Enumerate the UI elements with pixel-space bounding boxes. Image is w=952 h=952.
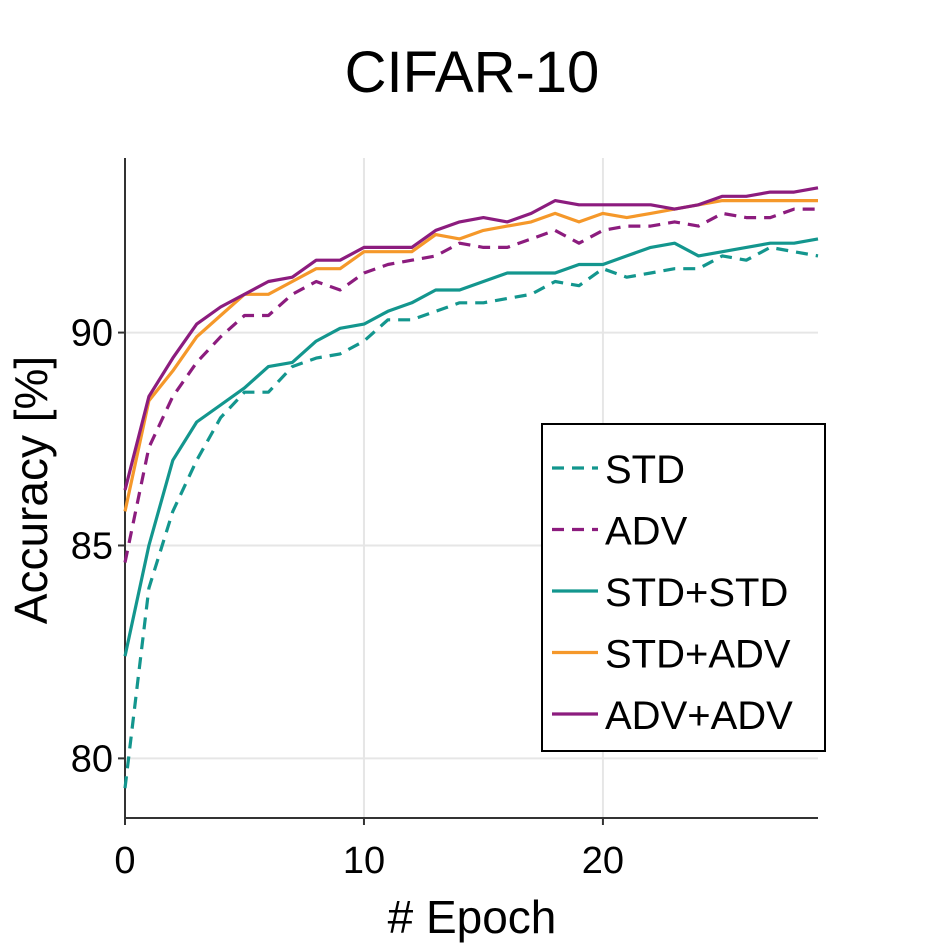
x-axis-label: # Epoch: [388, 891, 557, 943]
y-tick-label: 85: [71, 525, 113, 567]
series-lines: [123, 186, 819, 789]
legend-label: ADV: [605, 510, 688, 554]
x-tick-label: 0: [114, 840, 135, 882]
y-tick-label: 90: [71, 313, 113, 355]
legend-label: STD+ADV: [605, 633, 791, 677]
y-tick-label: 80: [71, 738, 113, 780]
legend-box: [541, 423, 826, 752]
legend-label: STD+STD: [605, 571, 788, 615]
chart-title: CIFAR-10: [345, 40, 600, 105]
tick-labels: 0 10 20 80 85 90: [71, 313, 624, 882]
series-line-adv-plus-adv: [123, 186, 819, 491]
x-tick-label: 10: [343, 840, 385, 882]
legend: STD ADV STD+STD STD+ADV ADV+ADV: [541, 423, 826, 752]
series-line-std-plus-std: [123, 237, 819, 657]
y-axis-label: Accuracy [%]: [5, 356, 57, 624]
legend-label: ADV+ADV: [605, 694, 793, 738]
x-tick-label: 20: [582, 840, 624, 882]
legend-label: STD: [605, 448, 685, 492]
